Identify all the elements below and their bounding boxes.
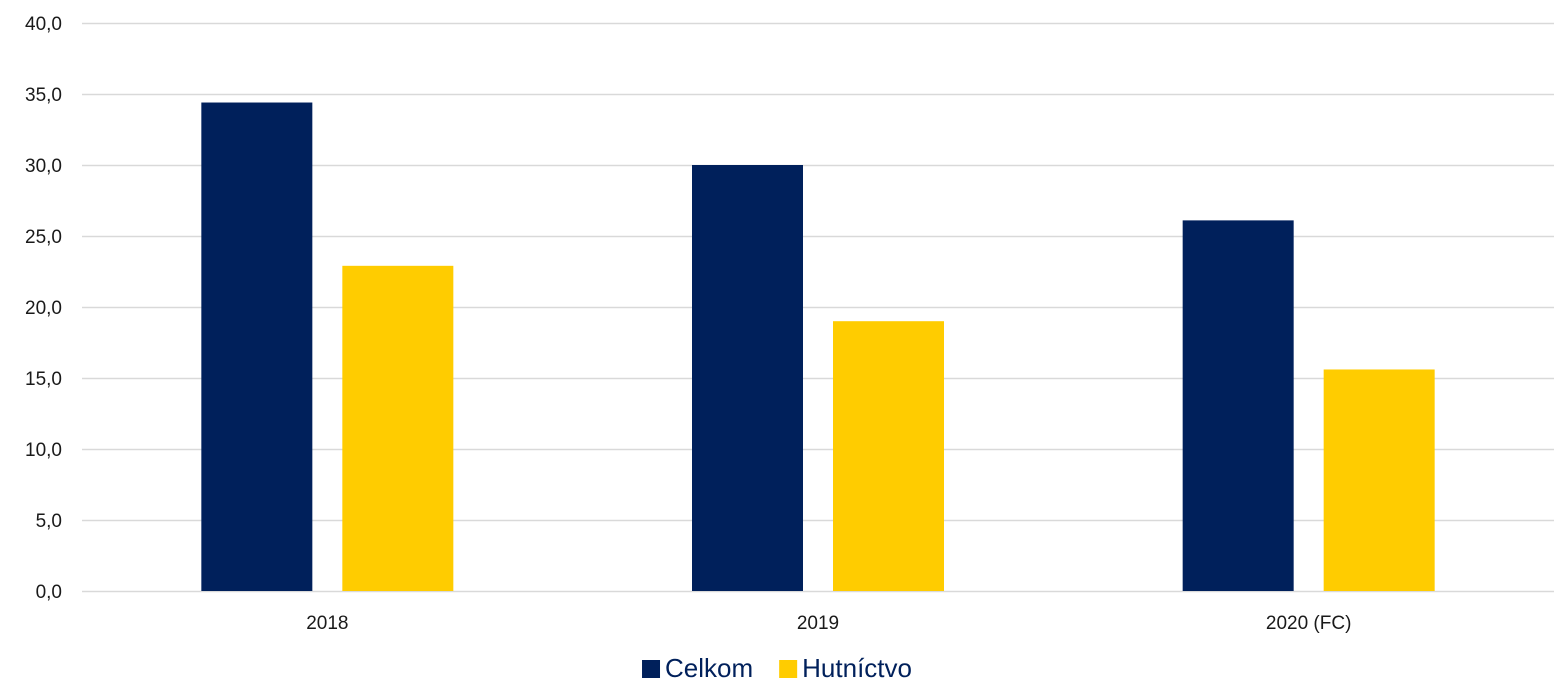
legend-swatch <box>642 660 661 678</box>
x-category-label: 2020 (FC) <box>1266 613 1352 634</box>
y-tick-label: 20,0 <box>25 298 62 319</box>
legend-item: Celkom <box>642 653 753 683</box>
y-tick-label: 40,0 <box>25 14 62 35</box>
gridlines <box>82 22 1554 593</box>
legend-item: Hutníctvo <box>779 653 912 683</box>
y-tick-label: 5,0 <box>36 511 62 532</box>
y-tick-label: 30,0 <box>25 156 62 177</box>
x-axis-category-labels: 2018 2019 2020 (FC) <box>306 613 1351 634</box>
bar-celkom-2018 <box>201 102 313 592</box>
y-axis-tick-labels: 0,0 5,0 10,0 15,0 20,0 25,0 30,0 35,0 40,0 <box>25 14 62 603</box>
legend-label: Hutníctvo <box>802 653 912 683</box>
bar-hutn-ctvo-2020-FC <box>1323 369 1435 591</box>
bar-hutn-ctvo-2018 <box>342 265 454 591</box>
y-tick-label: 0,0 <box>36 582 62 603</box>
y-tick-label: 10,0 <box>25 440 62 461</box>
y-tick-label: 15,0 <box>25 369 62 390</box>
legend-label: Celkom <box>665 653 753 683</box>
legend-swatch <box>779 660 798 678</box>
bar-hutn-ctvo-2019 <box>833 321 944 591</box>
x-category-label: 2019 <box>797 613 839 634</box>
legend: Celkom Hutníctvo <box>642 653 912 683</box>
y-tick-label: 35,0 <box>25 85 62 106</box>
bar-celkom-2019 <box>692 165 803 591</box>
bar-celkom-2020-FC <box>1182 220 1294 591</box>
bars <box>201 102 1435 592</box>
x-category-label: 2018 <box>306 613 348 634</box>
y-tick-label: 25,0 <box>25 227 62 248</box>
